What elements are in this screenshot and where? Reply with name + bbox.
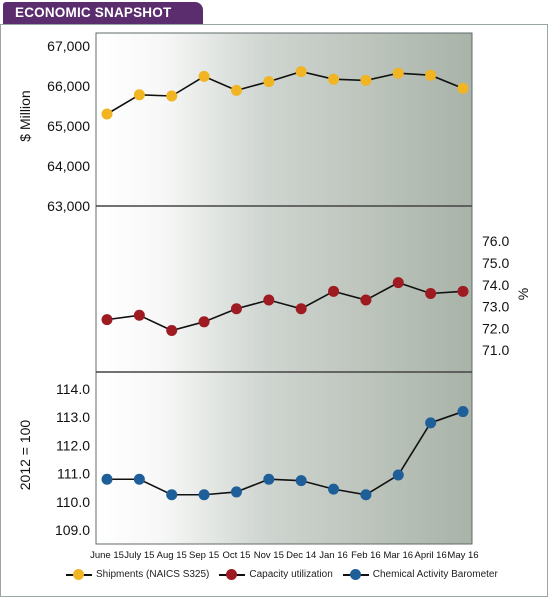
plot-background — [95, 32, 473, 545]
shipments-ytick-label: 66,000 — [47, 78, 90, 94]
legend-label-cab: Chemical Activity Barometer — [372, 568, 498, 580]
shipments-data-point — [457, 82, 469, 94]
cab-ytick-label: 114.0 — [56, 381, 90, 397]
cab-data-point — [230, 486, 242, 498]
x-tick-label: Feb 16 — [351, 550, 381, 561]
cab-data-point — [328, 483, 340, 495]
x-tick-label: Oct 15 — [222, 550, 250, 561]
cab-data-point — [360, 489, 372, 501]
capacity-data-point — [133, 309, 145, 321]
legend-swatch-cab — [342, 568, 369, 580]
shipments-ytick-label: 63,000 — [47, 198, 90, 214]
capacity-ytick-label: 71.0 — [482, 342, 509, 358]
cab-ytick-label: 109.0 — [55, 522, 90, 538]
capacity-ytick-label: 76.0 — [482, 233, 509, 249]
header-badge: ECONOMIC SNAPSHOT — [3, 2, 203, 24]
capacity-data-point — [101, 314, 113, 326]
capacity-data-point — [166, 325, 178, 337]
legend-label-capacity: Capacity utilization — [249, 568, 333, 580]
shipments-data-point — [230, 84, 242, 96]
legend-label-shipments: Shipments (NAICS S325) — [96, 568, 210, 580]
capacity-data-point — [392, 277, 404, 289]
x-tick-label: June 15 — [90, 550, 124, 561]
shipments-data-point — [133, 89, 145, 101]
shipments-ytick-label: 64,000 — [47, 158, 90, 174]
cab-data-point — [295, 475, 307, 487]
capacity-data-point — [360, 294, 372, 306]
shipments-data-point — [392, 67, 404, 79]
cab-data-point — [133, 473, 145, 485]
cab-data-point — [457, 406, 469, 418]
legend-item-cab: Chemical Activity Barometer — [342, 568, 498, 580]
x-tick-label: July 15 — [124, 550, 154, 561]
capacity-ytick-label: 73.0 — [482, 299, 509, 315]
cab-series-line — [107, 410, 464, 496]
legend-item-capacity: Capacity utilization — [219, 568, 333, 580]
shipments-ytick-label: 65,000 — [47, 118, 90, 134]
shipments-data-point — [295, 66, 307, 78]
cab-data-point — [198, 489, 210, 501]
x-tick-label: May 16 — [447, 550, 478, 561]
capacity-ytick-label: 72.0 — [482, 320, 509, 336]
x-tick-label: Dec 14 — [286, 550, 316, 561]
legend: Shipments (NAICS S325) Capacity utilizat… — [66, 568, 498, 580]
capacity-data-point — [230, 303, 242, 315]
x-tick-label: Mar 16 — [383, 550, 413, 561]
cab-data-point — [425, 417, 437, 429]
cab-ytick-label: 113.0 — [56, 409, 90, 425]
cab-data-point — [392, 469, 404, 481]
shipments-data-point — [166, 90, 178, 102]
cab-data-point — [101, 473, 113, 485]
capacity-data-point — [425, 288, 437, 299]
cab-ytick-label: 111.0 — [57, 466, 90, 482]
x-tick-label: Nov 15 — [254, 550, 284, 561]
shipments-data-point — [198, 70, 210, 82]
shipments-data-point — [101, 108, 113, 120]
x-tick-label: Jan 16 — [319, 550, 348, 561]
header-title: ECONOMIC SNAPSHOT — [15, 5, 172, 20]
shipments-data-point — [425, 69, 437, 81]
legend-swatch-capacity — [219, 568, 246, 580]
capacity-series-line — [106, 281, 464, 332]
legend-item-shipments: Shipments (NAICS S325) — [66, 568, 209, 580]
shipments-data-point — [328, 73, 340, 85]
x-tick-label: Aug 15 — [157, 550, 187, 561]
x-tick-label: Sep 15 — [189, 550, 219, 561]
capacity-data-point — [198, 316, 210, 328]
cab-data-point — [166, 489, 178, 501]
capacity-data-point — [295, 303, 307, 315]
legend-swatch-shipments — [66, 568, 92, 580]
capacity-ytick-label: 74.0 — [482, 277, 509, 293]
cab-data-point — [263, 473, 275, 485]
capacity-data-point — [457, 285, 469, 297]
cab-ytick-label: 112.0 — [56, 437, 90, 453]
shipments-data-point — [263, 76, 275, 88]
shipments-data-point — [360, 74, 372, 86]
shipments-ytick-label: 67,000 — [47, 38, 90, 54]
capacity-ytick-label: 75.0 — [482, 255, 509, 271]
shipments-axis-label: $ Million — [17, 90, 33, 141]
capacity-data-point — [328, 285, 340, 297]
capacity-axis-label: % — [515, 288, 531, 300]
cab-axis-label: 2012 = 100 — [17, 420, 33, 491]
capacity-data-point — [263, 294, 275, 306]
cab-ytick-label: 110.0 — [56, 494, 90, 510]
x-tick-label: April 16 — [415, 550, 447, 561]
